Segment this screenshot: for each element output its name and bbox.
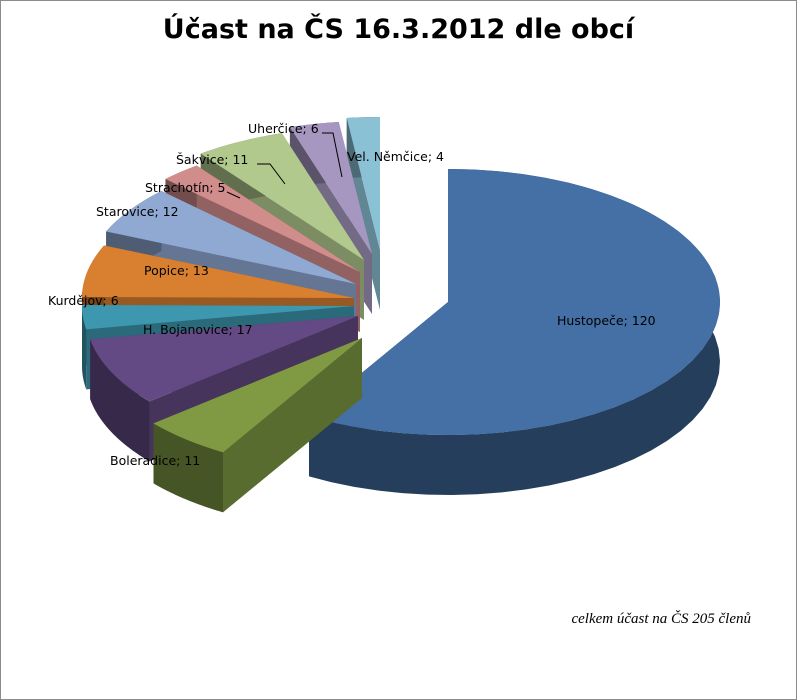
slice-label: Hustopeče; 120 — [557, 313, 656, 328]
slice-label: Starovice; 12 — [96, 204, 179, 219]
leader-line — [226, 191, 241, 199]
slice-label: Boleradice; 11 — [110, 453, 200, 468]
slice-label: Šakvice; 11 — [176, 152, 248, 167]
slice-label: Vel. Němčice; 4 — [347, 149, 444, 164]
leader-line — [322, 132, 343, 178]
slice-label: Uherčice; 6 — [248, 121, 319, 136]
pie-slice — [309, 169, 720, 495]
slice-label: Popice; 13 — [144, 263, 209, 278]
chart-title: Účast na ČS 16.3.2012 dle obcí — [162, 14, 635, 45]
pie-slice — [153, 338, 362, 513]
slice-label: Strachotín; 5 — [145, 180, 226, 195]
leader-line — [257, 163, 286, 185]
slice-label: Kurdějov; 6 — [48, 293, 119, 308]
chart-footnote: celkem účast na ČS 205 členů — [571, 611, 751, 627]
slice-label: H. Bojanovice; 17 — [143, 322, 253, 337]
